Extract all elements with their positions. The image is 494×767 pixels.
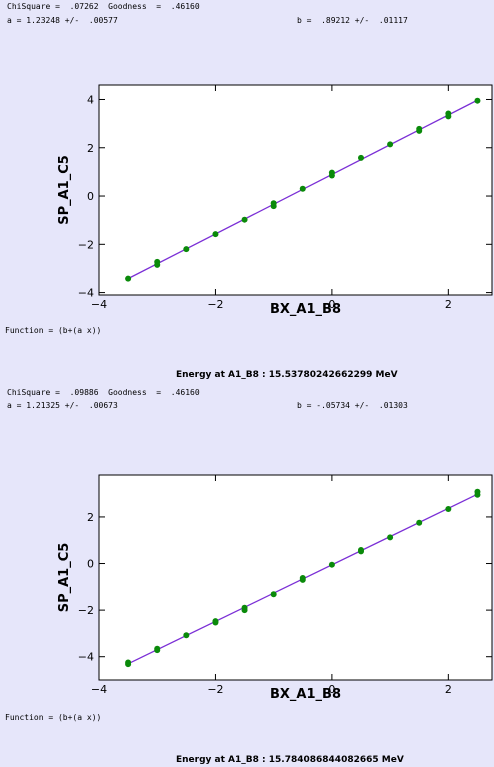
data-point [328, 169, 335, 176]
energy-label: Energy at A1_B8 : 15.784086844082665 MeV [176, 755, 404, 765]
data-point [474, 97, 481, 104]
data-point [474, 488, 481, 495]
fit-panel-2: ChiSquare = .09886 Goodness = .46160 a =… [0, 383, 494, 767]
data-point [416, 125, 423, 132]
x-tick-label: −2 [207, 298, 223, 311]
x-tick-label: −4 [91, 683, 107, 696]
data-point [125, 275, 132, 282]
data-point [328, 561, 335, 568]
data-point [445, 110, 452, 117]
data-point [154, 647, 161, 654]
param-b-readout: b = -.05734 +/- .01303 [297, 401, 408, 410]
y-tick-label: 0 [87, 558, 94, 571]
y-tick-label: −2 [78, 238, 94, 251]
x-axis-label: BX_A1_B8 [270, 687, 341, 702]
data-point [183, 632, 190, 639]
data-point [183, 246, 190, 253]
x-tick-label: −4 [91, 298, 107, 311]
function-label: Function = (b+(a x)) [5, 713, 102, 722]
data-point [358, 154, 364, 161]
y-tick-label: 0 [87, 190, 94, 203]
data-point [358, 547, 364, 554]
param-a-readout: a = 1.23248 +/- .00577 [7, 16, 118, 25]
x-axis-label: BX_A1_B8 [270, 302, 341, 317]
data-point [125, 661, 132, 668]
y-axis-label: SP_A1_C5 [57, 543, 72, 613]
x-tick-label: −2 [207, 683, 223, 696]
y-tick-label: −2 [78, 604, 94, 617]
data-point [416, 519, 423, 526]
data-point [154, 261, 161, 268]
data-point [212, 231, 219, 238]
data-point [241, 607, 248, 614]
data-point [270, 591, 277, 598]
scatter-plot-1: −4 −2 0 2 −4 −2 0 2 4 BX_A1_B8 SP_A1_C5 [57, 84, 493, 317]
fit-panel-1: ChiSquare = .07262 Goodness = .46160 a =… [0, 0, 494, 383]
y-tick-label: 2 [87, 511, 94, 524]
y-tick-label: −4 [78, 651, 94, 664]
data-point [270, 203, 277, 210]
y-tick-label: −4 [78, 287, 94, 300]
chisquare-readout: ChiSquare = .09886 Goodness = .46160 [7, 388, 200, 397]
x-tick-label: 0 [328, 683, 335, 696]
scatter-plot-2: −4 −2 0 2 −4 −2 0 2 BX_A1_B8 SP_A1_C5 [57, 474, 493, 702]
data-point [299, 185, 306, 192]
x-tick-label: 2 [445, 298, 452, 311]
x-tick-label: 0 [328, 298, 335, 311]
data-point [387, 534, 394, 541]
function-label: Function = (b+(a x)) [5, 326, 102, 335]
data-point [212, 619, 219, 626]
data-point [445, 506, 452, 513]
energy-label: Energy at A1_B8 : 15.53780242662299 MeV [176, 370, 398, 380]
chisquare-readout: ChiSquare = .07262 Goodness = .46160 [7, 2, 200, 11]
data-point [241, 216, 248, 223]
y-tick-label: 2 [87, 142, 94, 155]
data-point [387, 141, 394, 148]
data-point [299, 576, 306, 583]
y-axis-label: SP_A1_C5 [57, 155, 72, 225]
x-tick-label: 2 [445, 683, 452, 696]
param-a-readout: a = 1.21325 +/- .00673 [7, 401, 118, 410]
param-b-readout: b = .89212 +/- .01117 [297, 16, 408, 25]
y-tick-label: 4 [87, 93, 94, 106]
